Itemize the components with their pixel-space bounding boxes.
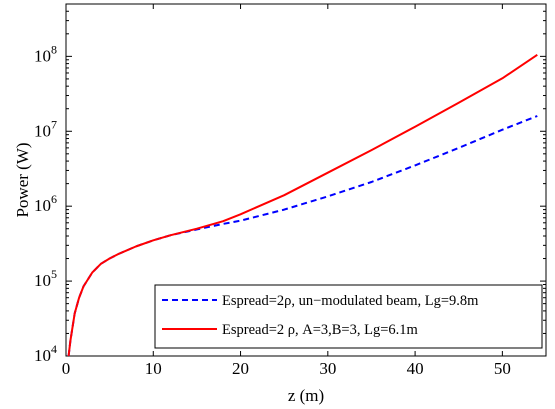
y-tick-label: 105 — [34, 267, 57, 290]
x-tick-label: 40 — [407, 359, 424, 378]
x-tick-label: 10 — [145, 359, 162, 378]
legend-box — [154, 284, 543, 349]
x-axis-ticks: 0 10 20 30 40 50 — [62, 4, 511, 378]
legend-label-series-1: Espread=2ρ, un−modulated beam, Lg=9.8m — [222, 293, 479, 309]
x-tick-label: 0 — [62, 359, 71, 378]
x-tick-label: 30 — [319, 359, 336, 378]
y-tick-label: 106 — [34, 192, 57, 215]
legend-label-series-2: Espread=2 ρ, A=3,B=3, Lg=6.1m — [222, 322, 419, 338]
y-tick-label: 104 — [34, 342, 57, 365]
series-layer — [67, 53, 538, 357]
y-tick-label: 108 — [34, 42, 57, 65]
y-axis-label: Power (W) — [13, 142, 32, 217]
x-axis-label: z (m) — [288, 386, 324, 405]
series-line-2 — [67, 53, 538, 357]
y-tick-label: 107 — [34, 117, 57, 140]
x-tick-label: 50 — [494, 359, 511, 378]
legend: Espread=2ρ, un−modulated beam, Lg=9.8m E… — [154, 284, 543, 349]
x-tick-label: 20 — [232, 359, 249, 378]
